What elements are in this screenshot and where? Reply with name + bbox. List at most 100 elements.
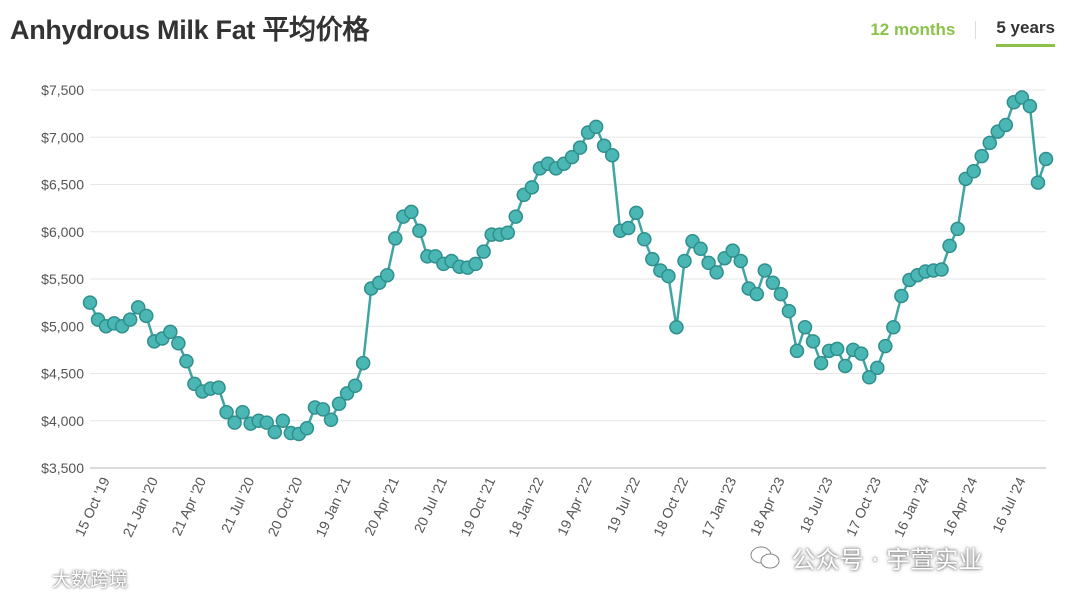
data-point[interactable] (645, 251, 660, 267)
data-point[interactable] (227, 415, 242, 430)
data-point[interactable] (998, 117, 1014, 133)
data-point[interactable] (347, 378, 363, 394)
data-point[interactable] (629, 205, 644, 221)
tab-5-years[interactable]: 5 years (996, 18, 1055, 47)
x-tick-label: 19 Jan '21 (312, 474, 354, 539)
data-point[interactable] (211, 380, 226, 395)
y-tick-label: $5,500 (41, 271, 84, 287)
data-point[interactable] (388, 231, 403, 246)
data-point[interactable] (163, 324, 178, 340)
data-point[interactable] (267, 424, 283, 440)
data-point[interactable] (323, 412, 339, 428)
data-point[interactable] (693, 241, 708, 257)
data-point[interactable] (781, 303, 797, 319)
data-point[interactable] (596, 138, 612, 154)
y-tick-label: $5,000 (41, 318, 84, 334)
data-point[interactable] (179, 353, 194, 369)
data-point[interactable] (725, 243, 740, 258)
data-point[interactable] (878, 338, 893, 354)
data-point[interactable] (468, 256, 483, 272)
data-point[interactable] (934, 262, 949, 277)
data-point[interactable] (749, 286, 765, 302)
data-point[interactable] (837, 358, 853, 374)
data-point[interactable] (894, 288, 909, 304)
data-point[interactable] (974, 148, 989, 164)
data-point[interactable] (315, 402, 331, 417)
data-point[interactable] (886, 319, 901, 335)
x-tick-label: 17 Oct '23 (843, 474, 884, 538)
data-point[interactable] (862, 370, 877, 385)
data-point[interactable] (299, 421, 315, 436)
data-point[interactable] (773, 286, 789, 302)
data-point[interactable] (661, 268, 676, 284)
data-point[interactable] (701, 255, 716, 271)
tab-12-months[interactable]: 12 months (870, 19, 956, 39)
data-point[interactable] (219, 404, 234, 420)
data-point[interactable] (982, 135, 998, 151)
data-point[interactable] (235, 404, 250, 420)
data-point[interactable] (138, 308, 154, 324)
watermark-right-text: 公众号 · 宇萱实业 (791, 546, 983, 574)
data-point[interactable] (171, 336, 186, 351)
y-tick-label: $7,500 (41, 82, 84, 98)
data-point[interactable] (412, 223, 427, 239)
x-tick-label: 17 Jan '23 (698, 474, 740, 539)
y-tick-label: $3,500 (41, 460, 84, 476)
data-point[interactable] (870, 360, 885, 376)
data-point[interactable] (789, 343, 805, 359)
data-point[interactable] (805, 334, 821, 349)
y-tick-label: $6,000 (41, 224, 84, 240)
data-point[interactable] (122, 312, 138, 327)
data-point[interactable] (275, 413, 291, 428)
x-tick-label: 20 Apr '21 (361, 474, 402, 538)
x-tick-label: 21 Jul '20 (218, 474, 258, 535)
data-point[interactable] (604, 147, 620, 163)
data-point[interactable] (669, 319, 684, 335)
data-point[interactable] (797, 319, 813, 335)
x-axis-tick-labels: 15 Oct '19 21 Jan '20 21 Apr '20 21 Jul '20… (71, 474, 1028, 539)
data-point[interactable] (757, 263, 773, 278)
data-point[interactable] (476, 244, 491, 259)
data-point[interactable] (829, 341, 845, 357)
data-point[interactable] (1038, 151, 1054, 167)
data-point[interactable] (355, 355, 371, 371)
data-point[interactable] (572, 140, 588, 155)
data-point[interactable] (950, 221, 965, 237)
data-point[interactable] (813, 355, 829, 371)
data-point[interactable] (853, 346, 869, 361)
series-line (88, 96, 1048, 436)
grid-lines (90, 89, 1046, 469)
data-point[interactable] (621, 220, 636, 236)
data-point[interactable] (677, 253, 692, 269)
data-point[interactable] (765, 275, 781, 291)
x-tick-label: 18 Oct '22 (650, 474, 691, 538)
data-point[interactable] (942, 238, 957, 254)
x-tick-label: 16 Jul '24 (989, 474, 1029, 535)
chart-title: Anhydrous Milk Fat 平均价格 (10, 15, 370, 45)
watermark-left: 大数跨境 (8, 565, 128, 593)
data-point[interactable] (966, 164, 981, 179)
data-point[interactable] (637, 232, 652, 247)
x-tick-label: 19 Apr '22 (554, 474, 595, 538)
x-tick-label: 21 Apr '20 (168, 474, 209, 538)
data-point[interactable] (1022, 98, 1038, 114)
data-point[interactable] (82, 295, 98, 310)
data-point[interactable] (1030, 175, 1046, 190)
data-point[interactable] (588, 119, 604, 135)
logo-icon (8, 568, 42, 593)
data-point[interactable] (379, 267, 395, 283)
data-point[interactable] (259, 415, 274, 430)
data-point[interactable] (404, 204, 419, 220)
data-point[interactable] (709, 265, 724, 280)
x-tick-label: 21 Jan '20 (119, 474, 161, 539)
x-tick-label: 20 Jul '21 (411, 474, 451, 535)
data-point[interactable] (331, 396, 347, 411)
data-point[interactable] (733, 253, 748, 269)
x-tick-label: 19 Jul '22 (603, 474, 643, 535)
x-tick-label: 15 Oct '19 (71, 474, 112, 538)
data-point[interactable] (500, 225, 515, 240)
data-point[interactable] (508, 209, 524, 224)
data-point[interactable] (524, 180, 540, 195)
data-point[interactable] (564, 149, 580, 165)
